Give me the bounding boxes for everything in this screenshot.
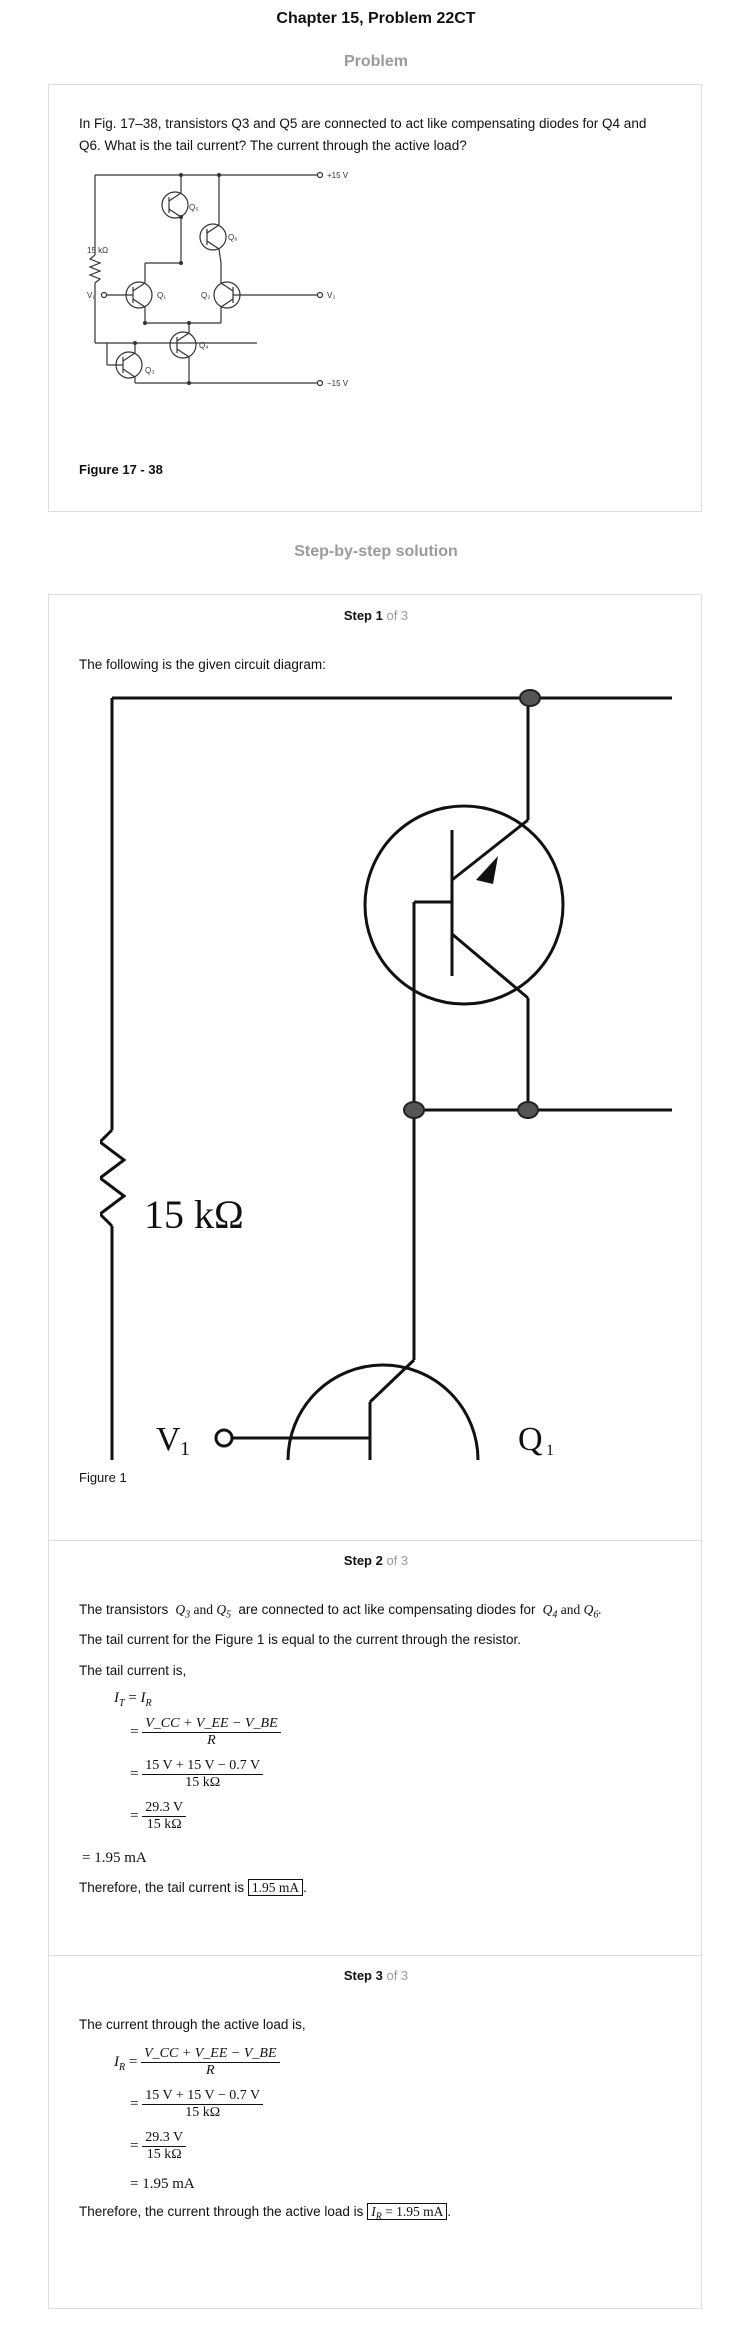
eq-load-result: = 1.95 mA: [130, 2176, 195, 2192]
label-q6: Q₆: [228, 233, 237, 242]
label-resistor: 15 kΩ: [87, 246, 108, 255]
fig1-label-q: Q: [518, 1421, 543, 1458]
step-3-label: Step 3: [343, 1968, 383, 1983]
eq-den-symbolic: R: [207, 1733, 216, 1748]
eq-num-result: 29.3 V: [142, 1800, 187, 1817]
label-v2: V₂: [327, 291, 335, 300]
eq-load-result-value: 1.95 mA: [142, 2176, 195, 2192]
label-q5: Q₅: [189, 203, 198, 212]
step-2-conclusion-text: Therefore, the tail current is: [79, 1880, 245, 1895]
label-q2: Q₂: [201, 291, 210, 300]
step-3-heading: Step 3 of 3: [0, 1968, 752, 1983]
step-2-heading: Step 2 of 3: [0, 1553, 752, 1568]
figure-17-38-circuit: +15 V −15 V 15 kΩ V₁ V₂ Q₁ Q₂ Q₃ Q₄ Q₅ Q…: [87, 171, 349, 388]
eq-tail-values: = 15 V + 15 V − 0.7 V 15 kΩ: [130, 1758, 264, 1791]
step-2-label: Step 2: [343, 1553, 383, 1568]
step-1-label: Step 1: [343, 608, 383, 623]
problem-card: In Fig. 17–38, transistors Q3 and Q5 are…: [48, 84, 702, 512]
step-3-of: of 3: [386, 1968, 409, 1983]
fig1-label-v: V: [156, 1421, 181, 1458]
eq-load-den-result: 15 kΩ: [146, 2147, 182, 2162]
eq-load-num-symbolic: V_CC + V_EE − V_BE: [141, 2046, 280, 2063]
fig1-label-v-sub: 1: [180, 1438, 190, 1460]
step-1-intro: The following is the given circuit diagr…: [79, 657, 326, 672]
step-divider-2: [48, 1955, 702, 1956]
label-q1: Q₁: [157, 291, 166, 300]
eq-load-symbolic: IR = V_CC + V_EE − V_BE R: [114, 2046, 280, 2079]
figure-1-schematic: 15 kΩ V 1 Q 1: [100, 680, 680, 1460]
eq-tail-result-value: 1.95 mA: [94, 1850, 147, 1866]
step-1-figure-caption: Figure 1: [79, 1470, 127, 1485]
tail-current-answer: 1.95 mA: [247, 1879, 304, 1896]
step-2-conclusion: Therefore, the tail current is 1.95 mA.: [79, 1879, 307, 1896]
solution-heading: Step-by-step solution: [294, 543, 458, 560]
problem-figure-caption: Figure 17 - 38: [79, 462, 163, 477]
step-2-of: of 3: [386, 1553, 409, 1568]
step-divider-1: [48, 1540, 702, 1541]
transistor-symbols-q4-q6: Q4 and Q6.: [539, 1602, 602, 1621]
active-load-current-answer: IR = 1.95 mA: [367, 2203, 448, 2223]
label-v1: V₁: [87, 291, 95, 300]
eq-load-values: = 15 V + 15 V − 0.7 V 15 kΩ: [130, 2088, 264, 2121]
eq-load-num-result: 29.3 V: [142, 2130, 187, 2147]
active-load-current-value: 1.95 mA: [396, 2204, 444, 2219]
page-title: Chapter 15, Problem 22CT: [276, 10, 476, 27]
eq-den-values: 15 kΩ: [185, 1775, 221, 1790]
label-q3: Q₃: [145, 366, 154, 375]
eq-tail-reduced: = 29.3 V 15 kΩ: [130, 1800, 187, 1833]
eq-tail-identity: IT = IR: [114, 1690, 152, 1709]
transistor-symbols-q3-q5: Q3 and Q5: [172, 1602, 232, 1621]
eq-load-den-values: 15 kΩ: [185, 2105, 221, 2120]
eq-num-symbolic: V_CC + V_EE − V_BE: [142, 1716, 281, 1733]
fig1-label-q-sub: 1: [546, 1442, 554, 1459]
eq-load-reduced: = 29.3 V 15 kΩ: [130, 2130, 187, 2163]
step-2-line-1-pre: The transistors: [79, 1602, 169, 1617]
step-3-conclusion: Therefore, the current through the activ…: [79, 2203, 452, 2223]
step-3-line-1: The current through the active load is,: [79, 2017, 306, 2032]
eq-tail-result: = 1.95 mA: [82, 1850, 147, 1866]
label-q4: Q₄: [199, 341, 209, 350]
eq-den-result: 15 kΩ: [146, 1817, 182, 1832]
step-2-line-1: The transistors Q3 and Q5 are connected …: [79, 1599, 722, 1627]
step-2-line-3: The tail current is,: [79, 1663, 187, 1678]
step-2-line-1-mid: are connected to act like compensating d…: [238, 1602, 536, 1617]
eq-load-num-values: 15 V + 15 V − 0.7 V: [142, 2088, 264, 2105]
fig1-label-resistor: 15 kΩ: [144, 1192, 244, 1237]
step-3-conclusion-text: Therefore, the current through the activ…: [79, 2204, 364, 2219]
step-1-of: of 3: [386, 608, 409, 623]
eq-num-values: 15 V + 15 V − 0.7 V: [142, 1758, 264, 1775]
step-1-heading: Step 1 of 3: [0, 608, 752, 623]
label-vplus: +15 V: [327, 171, 349, 180]
problem-text: In Fig. 17–38, transistors Q3 and Q5 are…: [79, 116, 647, 153]
step-2-line-2: The tail current for the Figure 1 is equ…: [79, 1632, 521, 1647]
label-vminus: −15 V: [327, 379, 349, 388]
eq-tail-symbolic: = V_CC + V_EE − V_BE R: [130, 1716, 281, 1749]
problem-heading: Problem: [343, 53, 408, 70]
eq-load-den-symbolic: R: [206, 2063, 215, 2078]
